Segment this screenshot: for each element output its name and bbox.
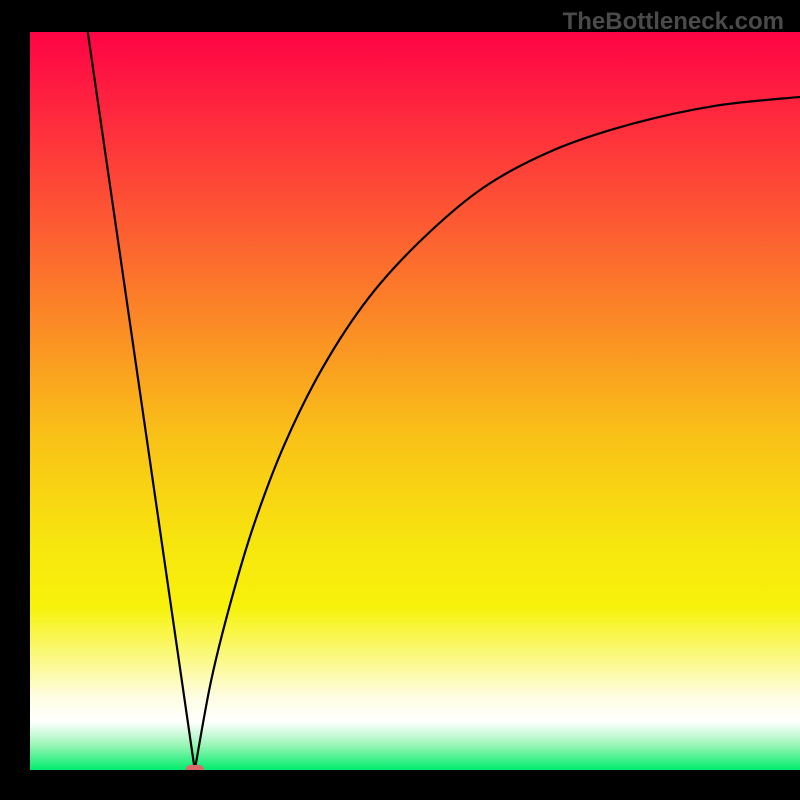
chart-svg (30, 32, 800, 770)
chart-container: TheBottleneck.com (0, 0, 800, 800)
watermark-text: TheBottleneck.com (563, 8, 784, 36)
gradient-background (30, 32, 800, 770)
plot-area (30, 32, 800, 770)
optimal-point-marker (186, 765, 204, 770)
